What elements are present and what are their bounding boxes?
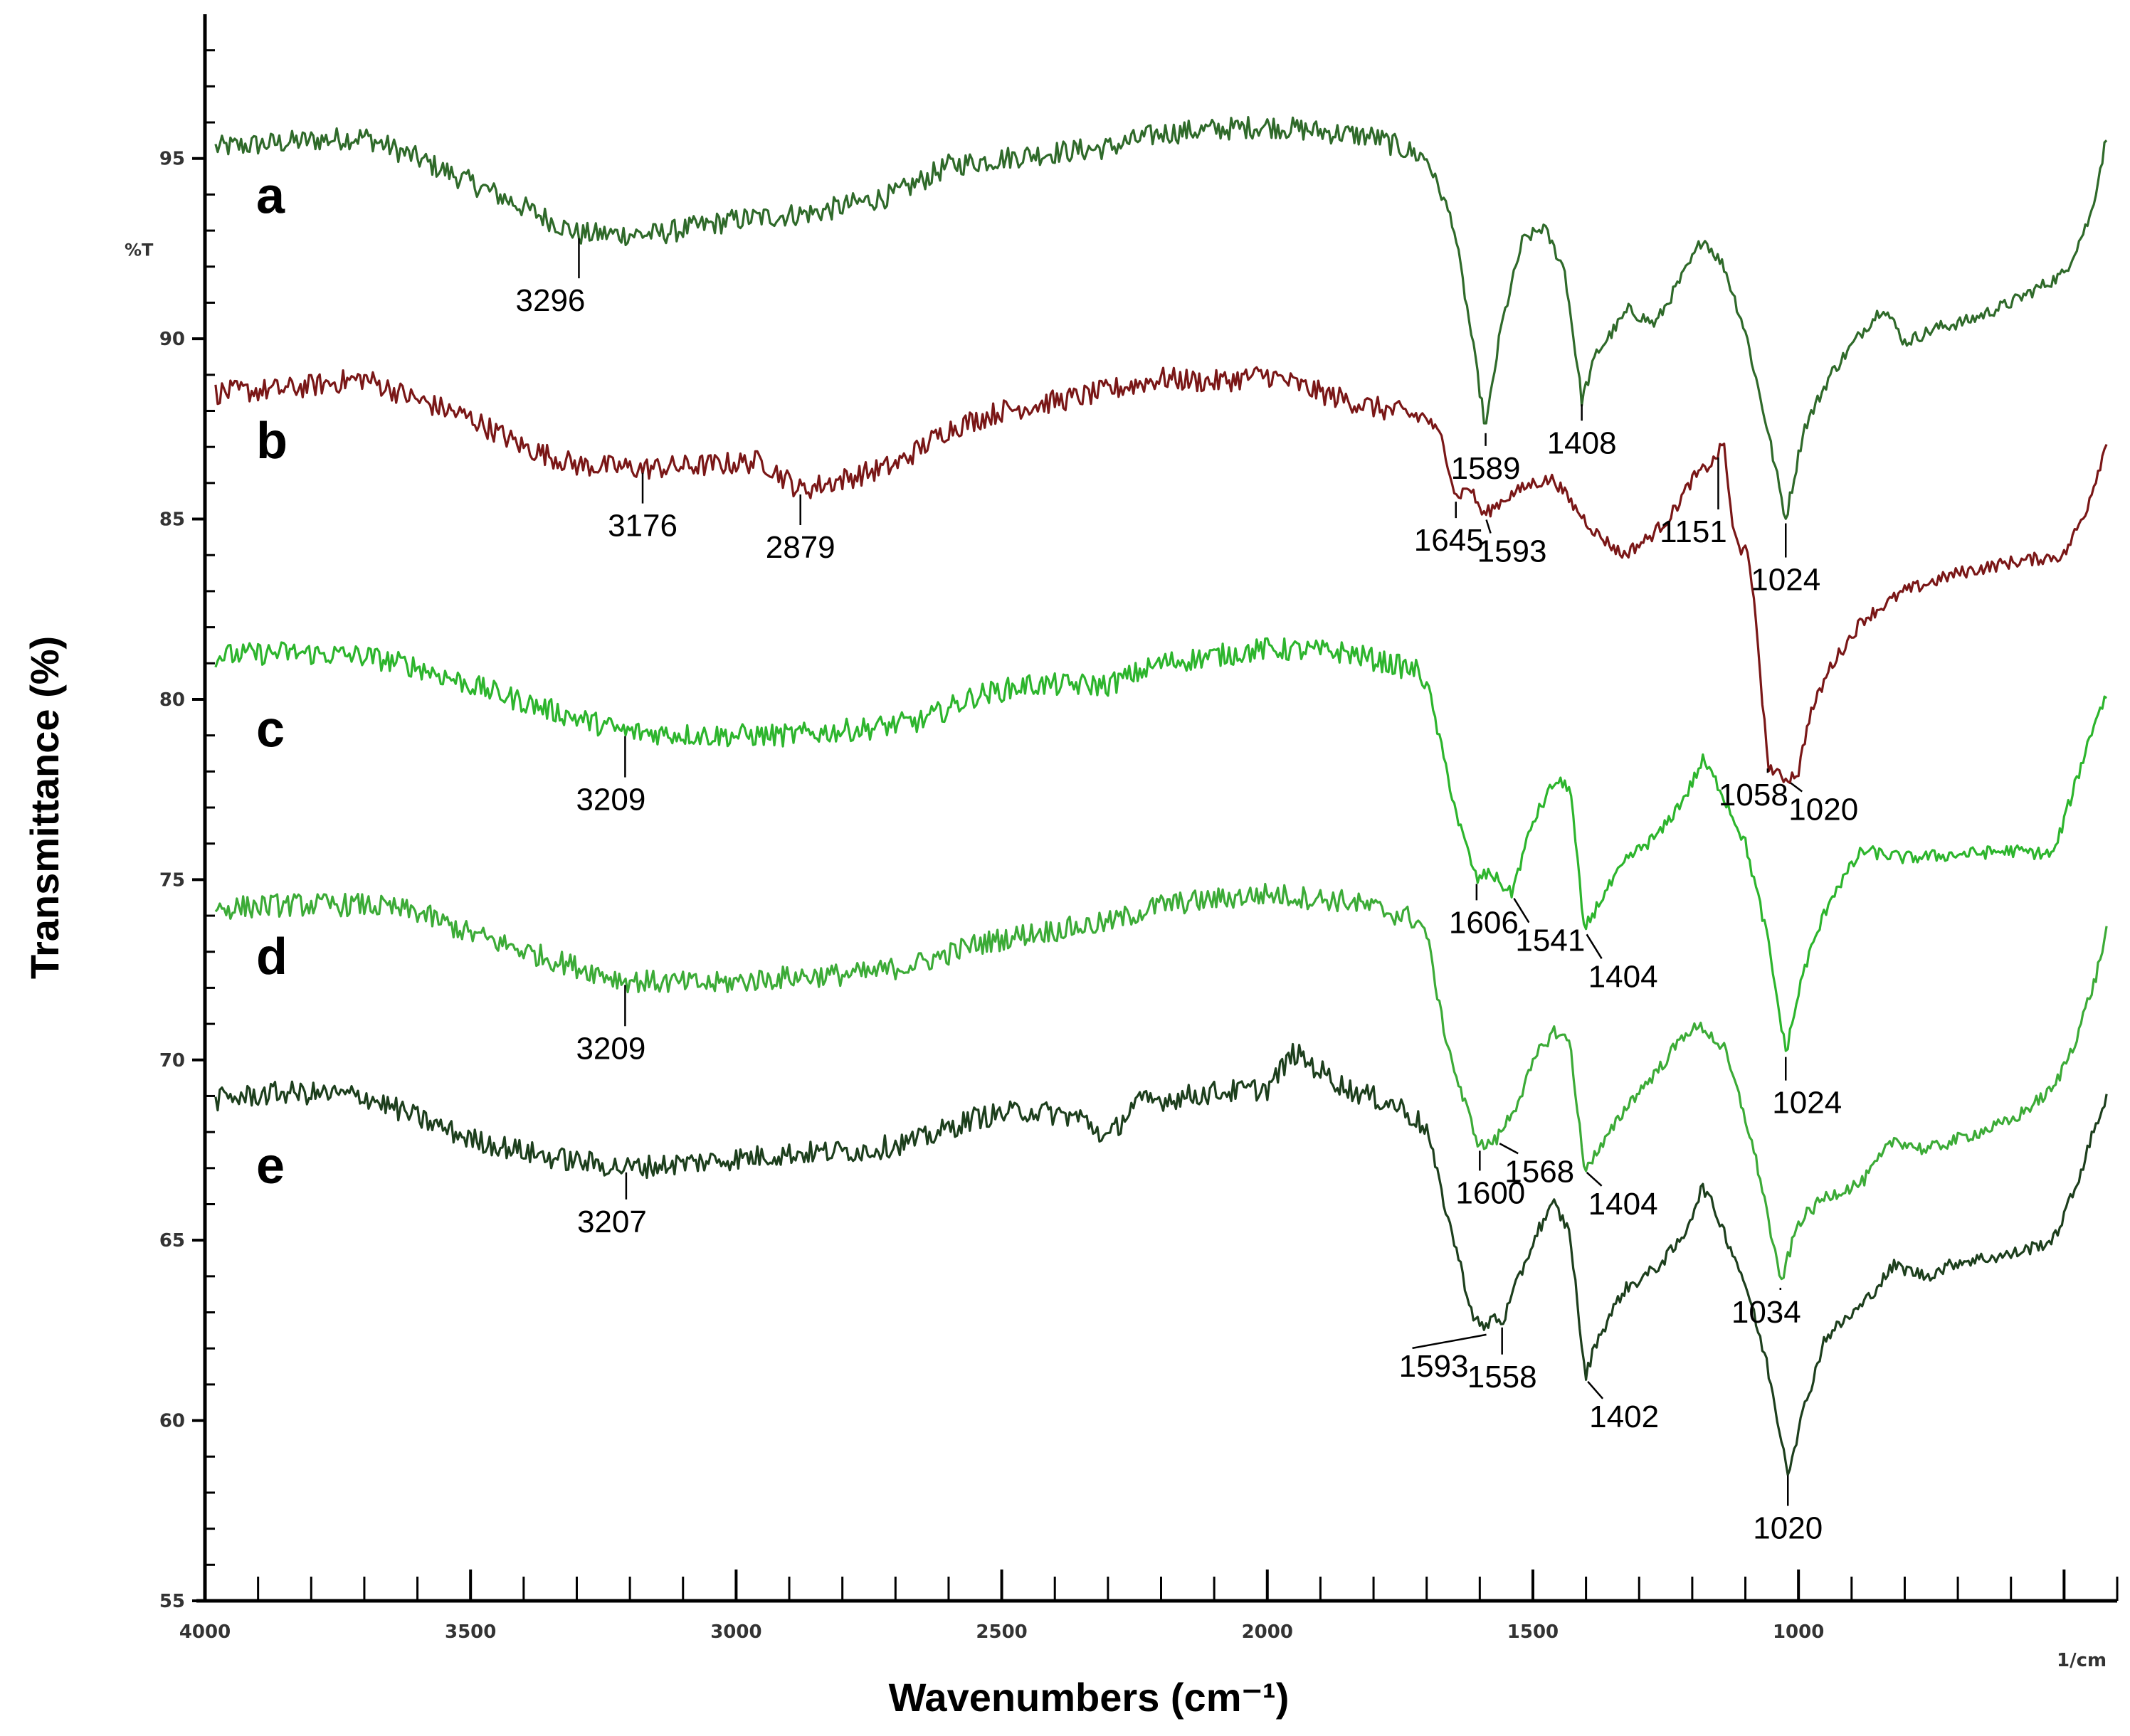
peak-label: 1593 bbox=[1477, 534, 1547, 568]
y-tick-label: 90 bbox=[159, 329, 185, 350]
peak-label: 1024 bbox=[1751, 563, 1820, 598]
y-tick-label: 70 bbox=[159, 1050, 185, 1071]
x-tick-label: 4000 bbox=[179, 1621, 231, 1643]
peak-label: 1058 bbox=[1719, 778, 1788, 813]
series-d-label: d bbox=[256, 928, 288, 985]
peak-label: 3209 bbox=[576, 1031, 645, 1066]
y-axis-title: Transmittance (%) bbox=[22, 636, 67, 979]
peak-marker-line bbox=[1499, 1143, 1519, 1155]
peak-marker-line bbox=[1513, 897, 1530, 923]
y-tick-label: 85 bbox=[159, 509, 185, 531]
x-tick-label: 2500 bbox=[976, 1621, 1027, 1643]
peak-label: 1589 bbox=[1451, 451, 1521, 486]
peak-label: 1408 bbox=[1547, 425, 1617, 460]
series-c-label: c bbox=[256, 702, 285, 758]
peak-label: 1034 bbox=[1731, 1295, 1801, 1330]
series-layer bbox=[214, 116, 2108, 1476]
peak-label: 2879 bbox=[766, 530, 835, 565]
y-tick-label: 55 bbox=[159, 1591, 185, 1612]
x-tick-label: 1500 bbox=[1507, 1621, 1559, 1643]
peak-label: 3209 bbox=[576, 783, 645, 817]
series-e-label: e bbox=[256, 1138, 285, 1195]
series-d-line bbox=[214, 882, 2108, 1281]
x-axis-title: Wavenumbers (cm⁻¹) bbox=[889, 1675, 1290, 1720]
peak-label: 3296 bbox=[516, 283, 586, 318]
peak-label: 1020 bbox=[1788, 792, 1858, 827]
series-b-label: b bbox=[256, 413, 288, 470]
x-axis-unit: 1/cm bbox=[2057, 1650, 2107, 1671]
y-axis-unit: %T bbox=[125, 240, 154, 260]
peak-label: 1568 bbox=[1504, 1154, 1574, 1189]
peak-marker-line bbox=[1586, 933, 1603, 959]
peak-label: 1151 bbox=[1660, 514, 1727, 549]
series-a-label: a bbox=[256, 167, 285, 224]
peak-label: 1593 bbox=[1399, 1349, 1469, 1384]
y-tick-label: 60 bbox=[159, 1411, 185, 1432]
x-tick-label: 2000 bbox=[1242, 1621, 1293, 1643]
series-c-line bbox=[214, 637, 2108, 1052]
series-e-line bbox=[214, 1042, 2108, 1476]
peak-label: 1020 bbox=[1753, 1511, 1823, 1546]
peak-label: 3176 bbox=[608, 509, 678, 544]
peak-label: 1606 bbox=[1449, 905, 1519, 940]
peak-label: 1600 bbox=[1455, 1175, 1525, 1210]
peak-label: 3207 bbox=[577, 1205, 647, 1239]
x-tick-label: 3500 bbox=[445, 1621, 496, 1643]
peak-label: 1541 bbox=[1515, 923, 1585, 958]
peak-label: 1024 bbox=[1772, 1086, 1842, 1121]
x-tick-label: 3000 bbox=[710, 1621, 761, 1643]
peak-marker-line bbox=[1412, 1333, 1487, 1350]
tick-group: 55 60 65 70 75 80 85 90 95 4000 3500 3000 2500 2000 15… bbox=[159, 49, 2119, 1643]
y-tick-label: 75 bbox=[159, 869, 185, 891]
peak-label: 1402 bbox=[1589, 1399, 1659, 1434]
y-tick-label: 65 bbox=[159, 1230, 185, 1251]
peak-label: 1404 bbox=[1588, 959, 1658, 994]
y-tick-label: 80 bbox=[159, 689, 185, 711]
peak-marker-line bbox=[1790, 782, 1803, 793]
peak-label: 1404 bbox=[1588, 1187, 1658, 1222]
peak-marker-line bbox=[1485, 519, 1492, 534]
series-b-line bbox=[214, 366, 2108, 784]
peak-label: 1645 bbox=[1414, 523, 1484, 558]
peak-label: 1558 bbox=[1467, 1360, 1537, 1394]
peak-marker-line bbox=[1586, 1171, 1603, 1187]
series-a-line bbox=[214, 116, 2108, 520]
x-tick-label: 1000 bbox=[1773, 1621, 1824, 1643]
y-tick-label: 95 bbox=[159, 149, 185, 170]
peak-marker-line bbox=[1587, 1380, 1604, 1399]
